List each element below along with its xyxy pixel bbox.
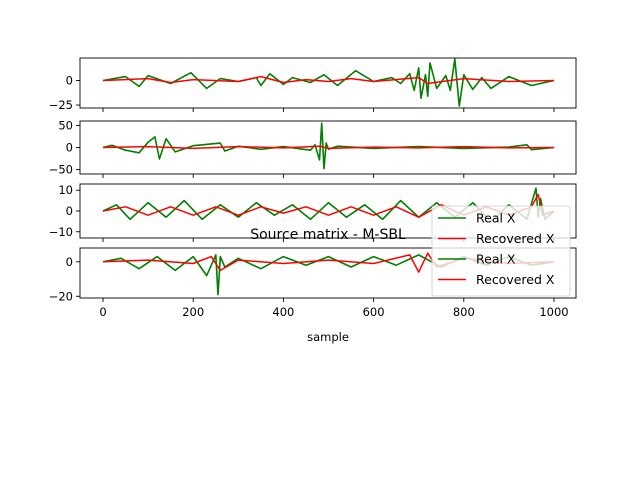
- subplot-2: 50 0 −50: [49, 118, 577, 178]
- x-tick-label: 600: [363, 305, 385, 319]
- legend-label: Recovered X: [476, 272, 555, 287]
- y-tick-label: 0: [66, 141, 73, 155]
- x-tick-label: 200: [182, 305, 204, 319]
- x-tick-label: 800: [453, 305, 475, 319]
- legend-label: Recovered X: [476, 231, 555, 246]
- x-tick-label: 0: [99, 305, 106, 319]
- y-tick-label: −10: [49, 225, 73, 239]
- axes-frame: [79, 247, 577, 299]
- y-tick-label: 0: [66, 74, 73, 88]
- y-tick-label: −25: [49, 98, 73, 112]
- series-real-x-line: [102, 122, 555, 170]
- y-tick-label: 10: [58, 183, 73, 197]
- x-tick-label: 1000: [539, 305, 568, 319]
- chart-title: Source matrix - M-SBL: [250, 227, 406, 243]
- legend-label: Real X: [476, 211, 516, 226]
- legend-label: Real X: [476, 252, 516, 267]
- y-tick-label: 50: [58, 118, 73, 132]
- subplot-1: 0 −25: [49, 57, 577, 112]
- series-recovered-x-line: [102, 145, 555, 150]
- y-tick-label: 0: [66, 204, 73, 218]
- x-axis-label: sample: [307, 330, 349, 344]
- axes-frame: [79, 57, 577, 109]
- series-real-x-line: [102, 58, 555, 107]
- legend-box: [431, 205, 571, 297]
- x-tick-label: 400: [272, 305, 294, 319]
- y-tick-label: −20: [49, 289, 73, 303]
- y-tick-label: 0: [66, 255, 73, 269]
- legend: Real X Recovered X Real X Recovered X: [431, 205, 571, 297]
- y-tick-label: −50: [49, 163, 73, 177]
- series-recovered-x-line: [102, 75, 555, 85]
